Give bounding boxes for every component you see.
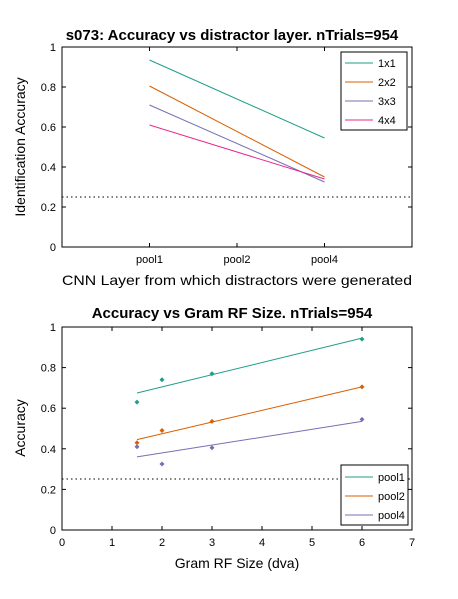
series-fit-line — [149, 124, 325, 180]
chart-bottom-series — [134, 336, 365, 467]
x-tick-label: 3 — [209, 537, 215, 549]
series-fit-line — [136, 386, 363, 441]
chart-bottom: Accuracy vs Gram RF Size. nTrials=954 00… — [12, 305, 415, 571]
chart-top-legend: 1x1 2x2 3x3 4x4 — [340, 51, 408, 131]
x-tick-label: pool1 — [136, 254, 163, 266]
chart-top-title: s073: Accuracy vs distractor layer. nTri… — [66, 27, 399, 44]
chart-bottom-title: Accuracy vs Gram RF Size. nTrials=954 — [92, 305, 373, 322]
series-pool1 — [134, 336, 365, 405]
chart-top-y-ticks: 0 0.2 0.4 0.6 0.8 1 — [41, 42, 412, 254]
y-tick-label: 1 — [50, 42, 56, 54]
x-tick-label: 2 — [159, 537, 165, 549]
y-tick-label: 0.4 — [41, 444, 56, 456]
chart-bottom-y-ticks: 0 0.2 0.4 0.6 0.8 1 — [41, 322, 412, 537]
legend-label: pool2 — [378, 491, 405, 503]
legend-label: pool4 — [378, 510, 405, 522]
chart-top-legend-items: 1x1 2x2 3x3 4x4 — [345, 58, 396, 127]
chart-bottom-ylabel: Accuracy — [12, 399, 28, 457]
data-point — [159, 377, 165, 383]
series-4x4 — [149, 124, 325, 180]
series-1x1 — [149, 59, 325, 139]
legend-label: 4x4 — [378, 115, 396, 127]
legend-label: 2x2 — [378, 77, 396, 89]
legend-label: 1x1 — [378, 58, 396, 70]
x-tick-label: 5 — [309, 537, 315, 549]
y-tick-label: 0.6 — [41, 122, 56, 134]
data-point — [134, 444, 140, 450]
data-point — [359, 416, 365, 422]
x-tick-label: 0 — [59, 537, 65, 549]
data-point — [159, 461, 165, 467]
y-tick-label: 0.4 — [41, 162, 56, 174]
data-point — [209, 418, 215, 424]
y-tick-label: 0.6 — [41, 403, 56, 415]
y-tick-label: 1 — [50, 322, 56, 334]
chart-top-x-ticks: pool1 pool2 pool4 — [136, 47, 338, 266]
chart-top-series — [149, 59, 325, 183]
x-tick-label: pool4 — [311, 254, 338, 266]
chart-top: s073: Accuracy vs distractor layer. nTri… — [12, 27, 413, 288]
series-pool2 — [134, 384, 365, 446]
data-point — [359, 384, 365, 390]
legend-label: 3x3 — [378, 96, 396, 108]
data-point — [359, 336, 365, 342]
data-point — [209, 371, 215, 377]
data-point — [209, 445, 215, 451]
series-fit-line — [136, 337, 363, 394]
data-point — [134, 399, 140, 405]
series-fit-line — [136, 420, 363, 458]
x-tick-label: 1 — [109, 537, 115, 549]
x-tick-label: 4 — [259, 537, 265, 549]
series-fit-line — [149, 59, 325, 139]
chart-bottom-legend-items: pool1 pool2 pool4 — [345, 472, 405, 522]
chart-top-xlabel: CNN Layer from which distractors were ge… — [62, 272, 412, 288]
chart-bottom-x-ticks: 0 1 2 3 4 5 6 7 — [59, 327, 415, 549]
y-tick-label: 0.2 — [41, 202, 56, 214]
series-fit-line — [149, 85, 325, 178]
y-tick-label: 0 — [50, 242, 56, 254]
x-tick-label: pool2 — [224, 254, 251, 266]
chart-top-ylabel: Identification Accuracy — [12, 77, 28, 216]
x-tick-label: 7 — [409, 537, 415, 549]
chart-top-legend-box — [340, 51, 408, 131]
chart-bottom-xlabel: Gram RF Size (dva) — [175, 555, 299, 571]
y-tick-label: 0.2 — [41, 484, 56, 496]
chart-bottom-legend: pool1 pool2 pool4 — [340, 464, 409, 526]
series-2x2 — [149, 85, 325, 178]
y-tick-label: 0.8 — [41, 363, 56, 375]
legend-label: pool1 — [378, 472, 405, 484]
data-point — [134, 440, 140, 446]
series-fit-line — [149, 104, 325, 183]
data-point — [159, 428, 165, 434]
y-tick-label: 0 — [50, 525, 56, 537]
y-tick-label: 0.8 — [41, 82, 56, 94]
series-pool4 — [134, 416, 365, 467]
series-3x3 — [149, 104, 325, 183]
x-tick-label: 6 — [359, 537, 365, 549]
